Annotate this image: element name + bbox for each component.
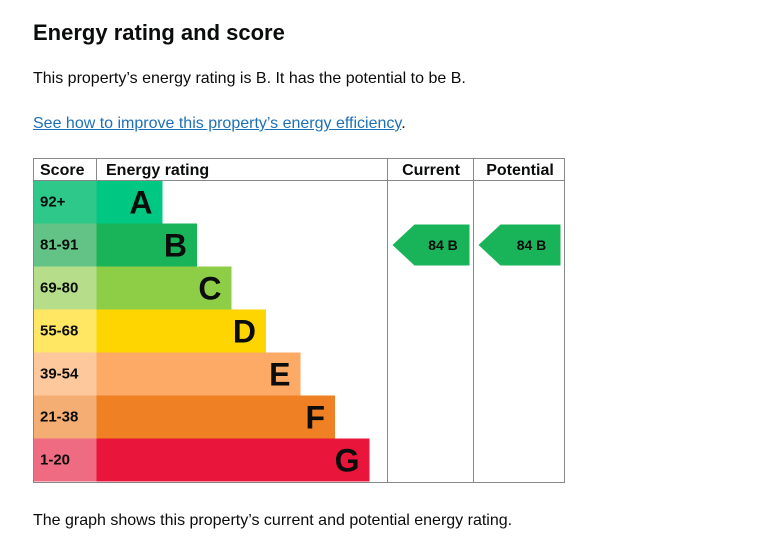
rating-bar-d bbox=[96, 309, 266, 353]
header-score: Score bbox=[40, 162, 85, 179]
chart-headers: Score Energy rating Current Potential bbox=[40, 162, 554, 179]
score-range-c: 69-80 bbox=[40, 280, 78, 297]
rating-summary: This property’s energy rating is B. It h… bbox=[33, 70, 466, 87]
chart-caption: The graph shows this property’s current … bbox=[33, 512, 513, 529]
potential-rating-arrow bbox=[478, 224, 561, 266]
score-range-b: 81-91 bbox=[40, 237, 78, 254]
rating-bar-f bbox=[96, 395, 335, 439]
link-suffix: . bbox=[401, 115, 406, 132]
current-rating-label: 84 B bbox=[428, 237, 458, 253]
score-cell-c bbox=[33, 266, 97, 310]
score-cell-g bbox=[33, 438, 97, 482]
rating-letter-d: D bbox=[233, 314, 256, 350]
rating-letter-b: B bbox=[164, 228, 187, 264]
score-cell-b bbox=[33, 223, 97, 267]
score-cell-e bbox=[33, 352, 97, 396]
potential-rating-label: 84 B bbox=[517, 237, 547, 253]
score-range-a: 92+ bbox=[40, 194, 66, 211]
current-rating-arrow bbox=[392, 224, 470, 266]
header-energy-rating: Energy rating bbox=[106, 162, 209, 179]
score-range-g: 1-20 bbox=[40, 452, 70, 469]
score-range-d: 55-68 bbox=[40, 323, 78, 340]
score-range-e: 39-54 bbox=[40, 366, 79, 383]
header-potential: Potential bbox=[486, 162, 554, 179]
rating-bar-e bbox=[96, 352, 301, 396]
score-cell-f bbox=[33, 395, 97, 439]
chart-grid bbox=[33, 158, 565, 483]
rating-bar-a bbox=[96, 180, 163, 224]
rating-letter-g: G bbox=[335, 443, 360, 479]
header-current: Current bbox=[402, 162, 460, 179]
rating-bar-c bbox=[96, 266, 232, 310]
chart-border bbox=[33, 158, 565, 483]
rating-letter-e: E bbox=[269, 357, 290, 393]
chart-bands: 92+ A 81-91 B 69-80 C 55-68 D 39-54 E 21-38 F 1-20 G bbox=[33, 180, 370, 482]
rating-bar-b bbox=[96, 223, 197, 267]
rating-letter-f: F bbox=[305, 400, 325, 436]
improve-efficiency-link[interactable]: See how to improve this property’s energ… bbox=[33, 115, 402, 132]
score-cell-d bbox=[33, 309, 97, 353]
score-cell-a bbox=[33, 180, 97, 224]
page-title: Energy rating and score bbox=[33, 20, 285, 45]
improve-link-line: See how to improve this property’s energ… bbox=[33, 115, 406, 133]
rating-letter-c: C bbox=[198, 271, 221, 307]
score-range-f: 21-38 bbox=[40, 409, 78, 426]
rating-letter-a: A bbox=[129, 185, 152, 221]
rating-bar-g bbox=[96, 438, 370, 482]
chart-markers: 84 B 84 B bbox=[392, 224, 561, 266]
